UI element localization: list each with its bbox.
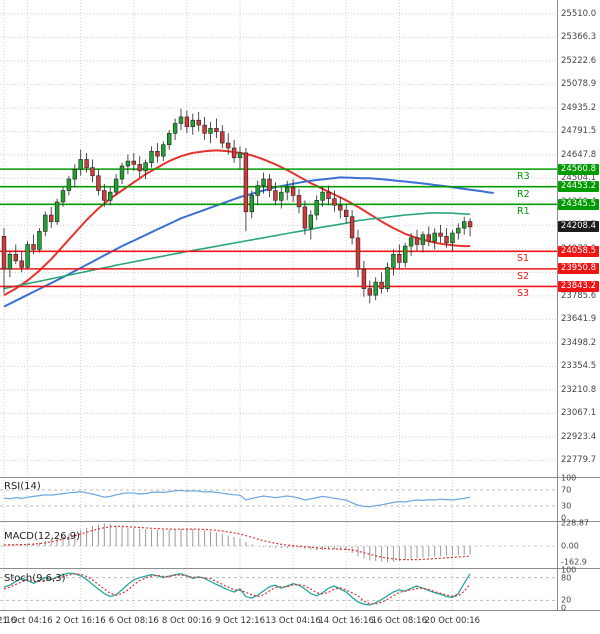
rsi-indicator-label: RSI(14): [4, 481, 41, 492]
stoch-indicator-label: Stoch(9,6,3): [4, 573, 66, 584]
macd-indicator-label: MACD(12,26,9): [4, 531, 80, 542]
